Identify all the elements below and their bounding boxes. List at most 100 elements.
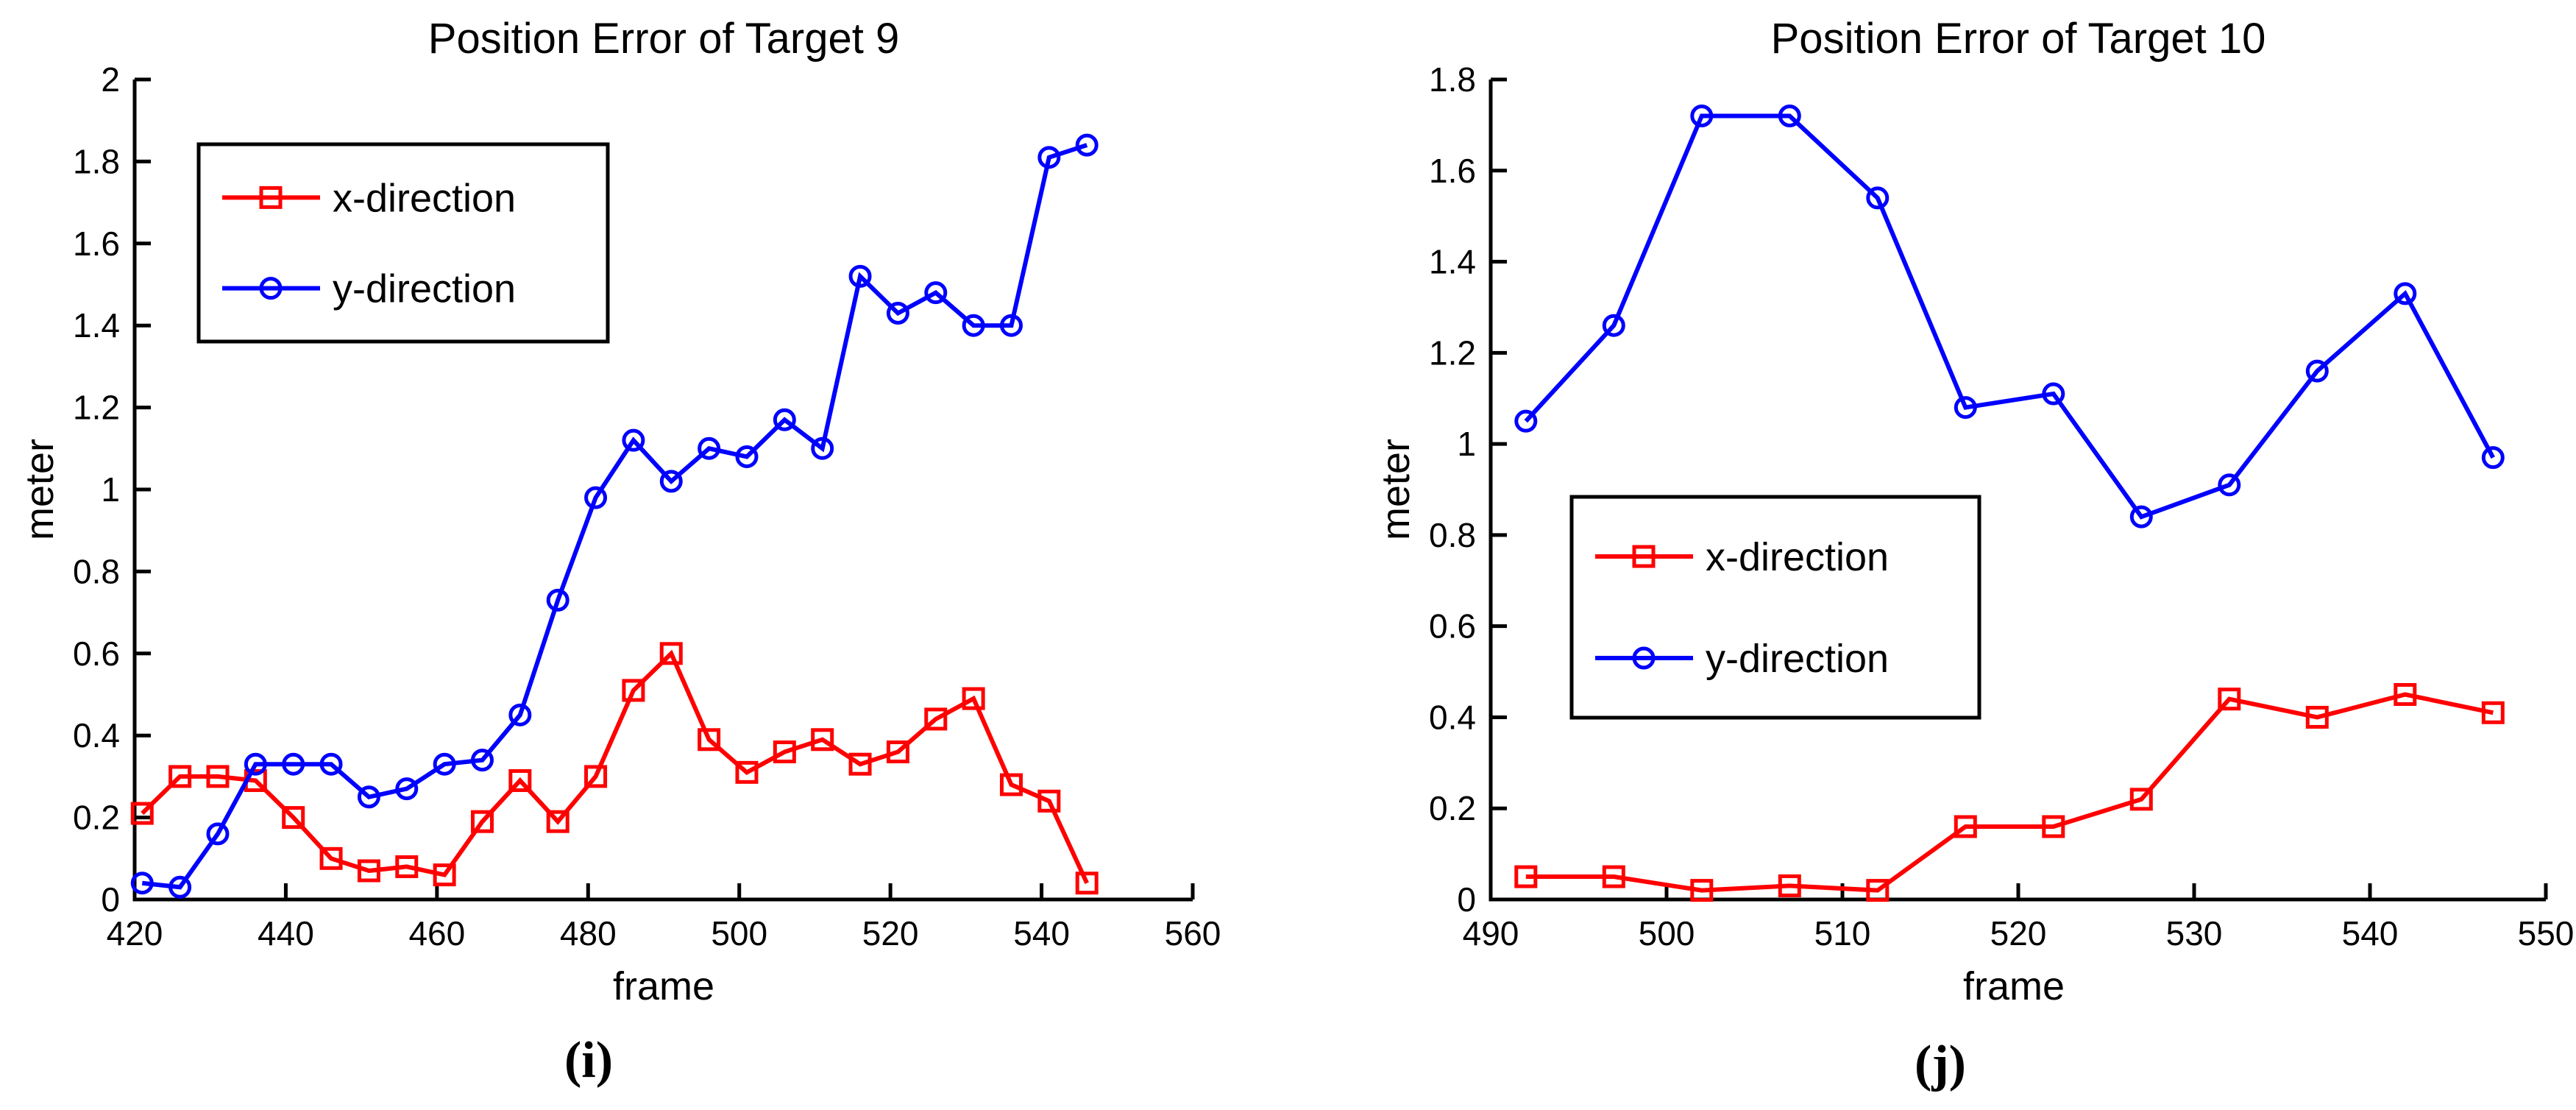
marker-circle-y-direction	[1514, 409, 1538, 433]
marker-square-x-direction	[1866, 879, 1890, 902]
marker-square-x-direction	[622, 679, 645, 702]
marker-square-x-direction	[1514, 865, 1538, 888]
marker-circle-y-direction	[508, 703, 532, 727]
marker-circle-y-direction	[1602, 314, 1625, 337]
x-tick-label: 520	[862, 914, 919, 952]
marker-circle-y-direction	[698, 436, 721, 460]
marker-square-x-direction	[659, 642, 683, 665]
marker-circle-y-direction	[546, 588, 570, 612]
marker-square-x-direction	[433, 863, 456, 887]
marker-square-x-direction	[848, 752, 872, 776]
marker-circle-y-direction	[470, 749, 494, 772]
y-tick-label: 1.6	[73, 225, 120, 263]
marker-circle-y-direction	[319, 752, 343, 776]
axis-lines	[1489, 79, 2546, 902]
marker-circle-y-direction	[1690, 105, 1714, 128]
y-axis-label: meter	[18, 439, 62, 540]
y-tick-label: 0.2	[1429, 789, 1476, 827]
marker-square-x-direction	[811, 728, 834, 752]
marker-square-x-direction	[886, 740, 909, 763]
series-line-y-direction	[141, 143, 1088, 890]
marker-square-x-direction	[168, 765, 192, 788]
marker-square-x-direction	[999, 773, 1023, 796]
y-tick-label: 0	[101, 880, 120, 919]
marker-square-x-direction	[357, 859, 380, 883]
marker-square-x-direction	[584, 765, 608, 788]
x-tick-label: 520	[1990, 914, 2047, 952]
marker-square-x-direction	[735, 760, 759, 784]
y-tick-label: 1.2	[1429, 333, 1476, 372]
y-tick-label: 0.4	[73, 716, 120, 754]
marker-circle-y-direction	[357, 785, 380, 809]
marker-circle-y-direction	[244, 752, 267, 776]
marker-circle-y-direction	[1954, 396, 1977, 420]
marker-circle-y-direction	[206, 822, 230, 846]
marker-circle-y-direction	[924, 281, 948, 305]
marker-circle-y-direction	[2394, 282, 2417, 305]
y-tick-label: 1	[1457, 425, 1476, 463]
y-tick-label: 0.6	[73, 634, 120, 673]
marker-square-x-direction	[2218, 687, 2241, 711]
legend-box	[196, 142, 610, 344]
series-line-x-direction	[1525, 692, 2494, 893]
marker-circle-y-direction	[2481, 446, 2505, 470]
marker-square-x-direction	[319, 846, 343, 870]
x-axis-label: frame	[1963, 964, 2065, 1008]
legend-box	[1569, 495, 1981, 720]
marker-square-x-direction	[1954, 815, 1977, 838]
marker-square-x-direction	[1075, 872, 1099, 895]
marker-square-x-direction	[2305, 705, 2329, 729]
marker-circle-y-direction	[168, 875, 192, 899]
x-tick-label: 440	[258, 914, 314, 952]
y-tick-label: 0.2	[73, 799, 120, 837]
marker-circle-y-direction	[659, 470, 683, 493]
y-tick-label: 1.4	[1429, 243, 1476, 281]
marker-circle-y-direction	[282, 752, 305, 776]
marker-square-x-direction	[206, 765, 230, 788]
marker-circle-y-direction	[1037, 146, 1061, 169]
marker-square-x-direction	[508, 768, 532, 792]
subfigure-caption: (j)	[1915, 1036, 1966, 1092]
y-tick-label: 1.2	[73, 389, 120, 427]
marker-circle-y-direction	[999, 314, 1023, 337]
y-tick-label: 1.4	[73, 306, 120, 344]
x-tick-label: 510	[1814, 914, 1871, 952]
x-tick-label: 420	[107, 914, 163, 952]
marker-circle-y-direction	[584, 486, 608, 509]
marker-circle-y-direction	[886, 301, 909, 325]
chart-target-9: Position Error of Target 9 meter frame (…	[18, 15, 1221, 1089]
chart-target-10: Position Error of Target 10 meter frame …	[1374, 15, 2574, 1092]
y-tick-label: 1	[101, 470, 120, 509]
series	[1514, 105, 2505, 902]
marker-square-x-direction	[2129, 788, 2153, 811]
marker-square-x-direction	[470, 810, 494, 833]
x-tick-label: 490	[1463, 914, 1519, 952]
marker-circle-y-direction	[130, 872, 154, 895]
series-line-x-direction	[141, 649, 1089, 884]
marker-square-x-direction	[698, 728, 721, 752]
marker-circle-y-direction	[2129, 505, 2153, 529]
x-tick-label: 530	[2166, 914, 2223, 952]
x-tick-label: 480	[560, 914, 617, 952]
chart-title: Position Error of Target 9	[428, 15, 899, 63]
x-tick-label: 500	[1639, 914, 1695, 952]
y-tick-label: 0.8	[73, 552, 120, 590]
subfigure-caption: (i)	[564, 1032, 613, 1089]
marker-circle-y-direction	[962, 314, 985, 337]
legend-marker-y-direction	[259, 277, 283, 300]
marker-square-x-direction	[1602, 865, 1625, 888]
x-tick-label: 540	[2342, 914, 2399, 952]
marker-circle-y-direction	[735, 445, 759, 468]
marker-square-x-direction	[773, 740, 796, 763]
y-tick-label: 1.8	[73, 142, 120, 180]
marker-square-x-direction	[2394, 683, 2417, 706]
y-tick-label: 0.8	[1429, 516, 1476, 554]
legend-marker-x-direction	[259, 185, 283, 209]
marker-circle-y-direction	[848, 264, 872, 288]
legend: x-direction y-direction	[1569, 495, 1981, 720]
x-axis-label: frame	[613, 964, 714, 1008]
legend-label-y-direction: y-direction	[333, 267, 516, 311]
marker-square-x-direction	[1778, 874, 1801, 897]
